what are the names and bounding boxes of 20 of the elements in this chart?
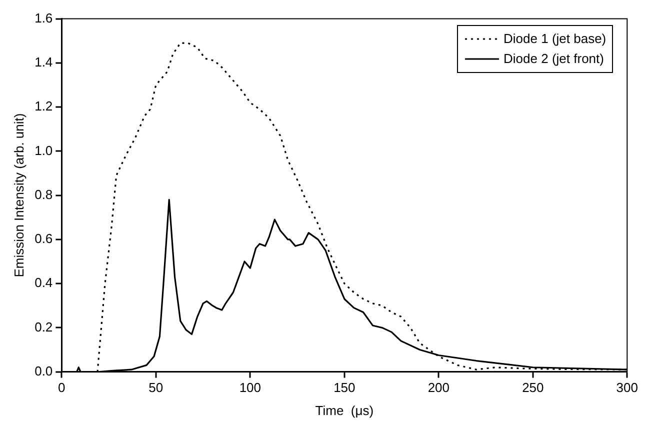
x-tick-label: 200 <box>428 380 450 396</box>
y-tick-label: 0.2 <box>34 319 53 334</box>
legend-label: Diode 1 (jet base) <box>504 30 606 48</box>
y-tick-label: 0.8 <box>34 186 53 202</box>
x-tick-label: 100 <box>239 380 262 396</box>
y-axis-title: Emission Intensity (arb. unit) <box>11 113 26 278</box>
y-tick-label: 1.2 <box>34 98 53 114</box>
x-axis-title: Time (μs) <box>315 402 374 418</box>
y-tick-label: 1.6 <box>34 10 53 26</box>
y-tick-label: 0.4 <box>34 275 53 290</box>
x-tick-label: 150 <box>334 380 356 396</box>
x-tick-label: 0 <box>58 380 66 396</box>
x-tick-label: 300 <box>616 380 638 396</box>
y-tick-label: 0.6 <box>34 231 53 246</box>
y-tick-label: 0.0 <box>34 363 53 378</box>
y-tick-label: 1.4 <box>34 54 53 70</box>
legend-label: Diode 2 (jet front) <box>504 50 604 68</box>
x-tick-label: 50 <box>148 380 164 396</box>
y-tick-label: 1.0 <box>34 142 53 158</box>
x-tick-label: 250 <box>522 380 544 396</box>
